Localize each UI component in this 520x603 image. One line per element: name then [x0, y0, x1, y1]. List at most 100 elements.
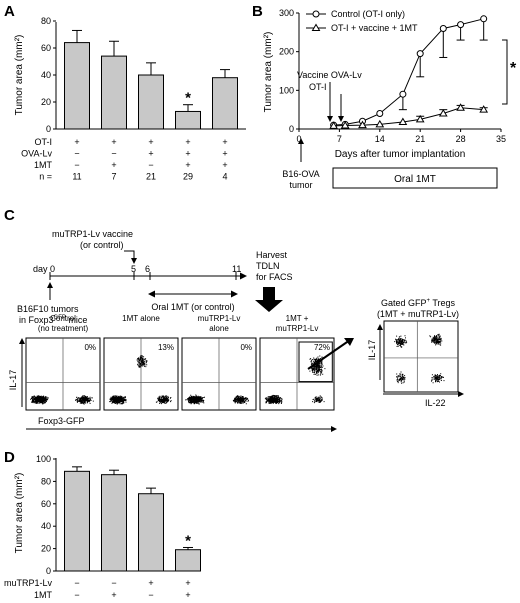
facs-2-cluster-1 [232, 395, 249, 405]
b-series-0-point-5 [416, 50, 424, 58]
vaccine-arrowhead-c [131, 258, 137, 264]
gated-plot [383, 320, 459, 393]
b-ytick-label-1: 100 [279, 85, 294, 95]
vaccine-label-1: muTRP1-Lv vaccine [52, 229, 133, 239]
d-row-label-0: muTRP1-Lv [4, 578, 53, 588]
vaccine-annotation: Vaccine OVA-Lv [297, 70, 362, 80]
gated-xaxis-arrowhead [458, 391, 464, 397]
oral-arrowhead-left [148, 290, 155, 298]
b-xlabel: Days after tumor implantation [335, 149, 466, 160]
d-row-label-1: 1MT [34, 590, 53, 600]
tumor-annotation-1: B16-OVA [282, 169, 319, 179]
a-row-1-cell-1: − [111, 149, 116, 159]
a-row-3-cell-1: 7 [111, 172, 116, 182]
d-bar-3 [175, 549, 201, 572]
legend-marker-treated [311, 23, 321, 31]
facs-0-cluster-1 [75, 395, 94, 405]
d-ytick-label-3: 60 [41, 499, 51, 509]
a-row-label-1: OVA-Lv [21, 149, 52, 159]
b-xtick-label-0: 0 [296, 134, 301, 144]
d-star: * [185, 532, 191, 549]
panel-label-a: A [4, 3, 15, 20]
a-row-0-cell-0: + [74, 137, 79, 147]
d-row-1-cell-1: + [111, 590, 116, 600]
a-bar-4 [212, 77, 238, 130]
a-ytick-label-3: 60 [41, 43, 51, 53]
legend-label-control: Control (OT-I only) [331, 9, 405, 19]
gate-arrowhead [344, 338, 354, 346]
day6-label: 6 [145, 264, 150, 274]
panel-d-ylabel: Tumor area (mm²) [14, 473, 25, 554]
a-row-1-cell-2: + [148, 149, 153, 159]
facs-gate-box [298, 341, 333, 383]
facs-1-cluster-0 [109, 395, 127, 405]
panel-d-chart: Tumor area (mm²) 0 20 40 60 80 100 * muTRP1-L… [4, 454, 201, 600]
facs-yaxis-arrowhead [19, 338, 25, 344]
a-row-3-cell-2: 21 [146, 172, 156, 182]
b-series-1-point-6 [438, 109, 448, 117]
a-row-2-cell-2: − [148, 160, 153, 170]
gated-yaxis-arrowhead [377, 324, 383, 330]
d-ytick-label-2: 40 [41, 521, 51, 531]
b-series-1-point-0 [329, 121, 338, 129]
gated-xlabel: IL-22 [425, 398, 446, 408]
gated-cluster-ll [396, 371, 406, 384]
oral-1mt-label: Oral 1MT [394, 174, 436, 185]
gated-title-2: (1MT + muTRP1-Lv) [377, 309, 459, 319]
facs-2-cluster-0 [185, 394, 205, 405]
facs-3-cluster-2 [312, 395, 325, 404]
panel-a-ylabel: Tumor area (mm²) [14, 35, 25, 116]
d-ytick-label-0: 0 [46, 566, 51, 576]
a-row-1-cell-4: + [222, 149, 227, 159]
b-series-0-point-4 [399, 90, 407, 98]
b-xtick-label-1: 7 [337, 134, 342, 144]
panel-b-star: * [510, 60, 517, 77]
timeline-arrowhead [240, 272, 247, 280]
a-row-2-cell-4: + [222, 160, 227, 170]
a-bar-1 [101, 55, 127, 130]
day5-label: 5 [131, 264, 136, 274]
tumor-arrowhead [298, 138, 304, 144]
a-row-2-cell-3: + [185, 160, 190, 170]
panel-label-b: B [252, 3, 263, 20]
b-series-1-point-4 [398, 117, 408, 126]
a-row-label-3: n = [39, 172, 52, 182]
b-series-1-point-5 [415, 114, 425, 123]
facs-pct-2: 0% [240, 343, 252, 352]
harvest-label-1: Harvest [256, 250, 288, 260]
a-row-1-cell-0: − [74, 149, 79, 159]
facs-title-2-b: alone [209, 324, 229, 333]
a-row-1-cell-3: + [185, 149, 190, 159]
a-row-0-cell-2: + [148, 137, 153, 147]
facs-title-0-b: (no treatment) [38, 324, 89, 333]
vaccine-label-2: (or control) [80, 240, 124, 250]
oral-1mt-box [332, 167, 498, 189]
a-bar-3 [175, 110, 201, 130]
d-bar-2 [138, 493, 164, 572]
legend-marker-control [312, 10, 320, 18]
gated-cluster-ul [394, 335, 408, 348]
big-down-arrow [255, 287, 283, 312]
facs-1-cluster-1 [155, 395, 172, 405]
a-bar-0 [64, 42, 90, 130]
d-row-0-cell-0: − [74, 578, 79, 588]
facs-title-3-b: muTRP1-Lv [276, 324, 319, 333]
d-row-1-cell-3: + [185, 590, 190, 600]
gate-arrow [307, 339, 351, 370]
panel-label-d: D [4, 449, 15, 466]
facs-title-2-a: muTRP1-Lv [198, 314, 241, 323]
a-row-3-cell-0: 11 [72, 172, 81, 182]
harvest-label-3: for FACS [256, 272, 293, 282]
day11-label: 11 [232, 264, 241, 274]
facs-xaxis-arrowhead [331, 426, 337, 432]
a-row-2-cell-1: + [111, 160, 116, 170]
panel-b-ylabel: Tumor area (mm²) [263, 32, 274, 113]
gated-title-1: Gated GFP+ Tregs [381, 298, 456, 308]
oti-arrowhead [338, 116, 344, 122]
d-row-1-cell-2: − [148, 590, 153, 600]
b-series-1-point-1 [340, 121, 350, 129]
b-xtick-label-2: 14 [375, 134, 385, 144]
facs-title-1-a: 1MT alone [122, 314, 160, 323]
